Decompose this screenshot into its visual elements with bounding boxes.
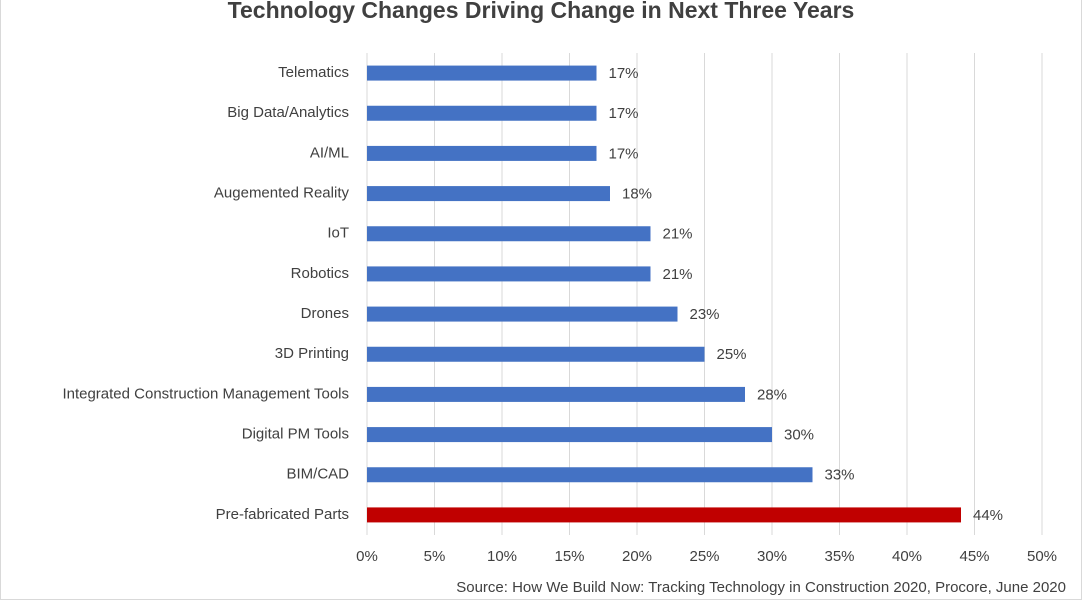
y-tick-label: IoT [327, 225, 349, 242]
data-label: 28% [757, 386, 787, 403]
x-tick-label: 20% [622, 548, 652, 565]
data-label: 23% [690, 306, 720, 323]
data-label: 25% [717, 346, 747, 363]
chart-title: Technology Changes Driving Change in Nex… [228, 0, 855, 23]
y-tick-label: Drones [301, 305, 349, 322]
x-tick-label: 45% [959, 548, 989, 565]
x-tick-label: 0% [356, 548, 378, 565]
bar [367, 427, 772, 443]
y-tick-label: Integrated Construction Management Tools [62, 385, 349, 402]
x-tick-label: 50% [1027, 548, 1057, 565]
source-note: Source: How We Build Now: Tracking Techn… [456, 579, 1066, 596]
bar [367, 65, 597, 81]
bar [367, 507, 961, 523]
y-tick-label: 3D Printing [275, 345, 349, 362]
bar [367, 105, 597, 121]
x-tick-label: 40% [892, 548, 922, 565]
bar [367, 346, 705, 362]
x-tick-label: 25% [689, 548, 719, 565]
y-tick-label: BIM/CAD [286, 466, 349, 483]
bar [367, 306, 678, 322]
bar [367, 266, 651, 282]
data-label: 17% [609, 105, 639, 122]
data-label: 33% [825, 467, 855, 484]
bar [367, 226, 651, 242]
data-label: 44% [973, 507, 1003, 524]
bar [367, 145, 597, 161]
data-label: 18% [622, 186, 652, 203]
y-tick-label: Robotics [291, 265, 349, 282]
data-label: 17% [609, 145, 639, 162]
y-tick-label: Telematics [278, 64, 349, 81]
bar [367, 467, 813, 483]
x-tick-label: 15% [554, 548, 584, 565]
data-label: 17% [609, 65, 639, 82]
x-tick-label: 35% [824, 548, 854, 565]
y-tick-label: Augemented Reality [214, 185, 350, 202]
data-label: 21% [663, 266, 693, 283]
bar [367, 186, 610, 202]
x-tick-label: 10% [487, 548, 517, 565]
x-tick-label: 5% [424, 548, 446, 565]
y-tick-label: Digital PM Tools [242, 426, 349, 443]
y-tick-label: AI/ML [310, 144, 349, 161]
y-tick-label: Big Data/Analytics [227, 104, 349, 121]
y-tick-label: Pre-fabricated Parts [216, 506, 349, 523]
data-label: 21% [663, 226, 693, 243]
bar [367, 386, 745, 402]
x-tick-label: 30% [757, 548, 787, 565]
data-label: 30% [784, 427, 814, 444]
